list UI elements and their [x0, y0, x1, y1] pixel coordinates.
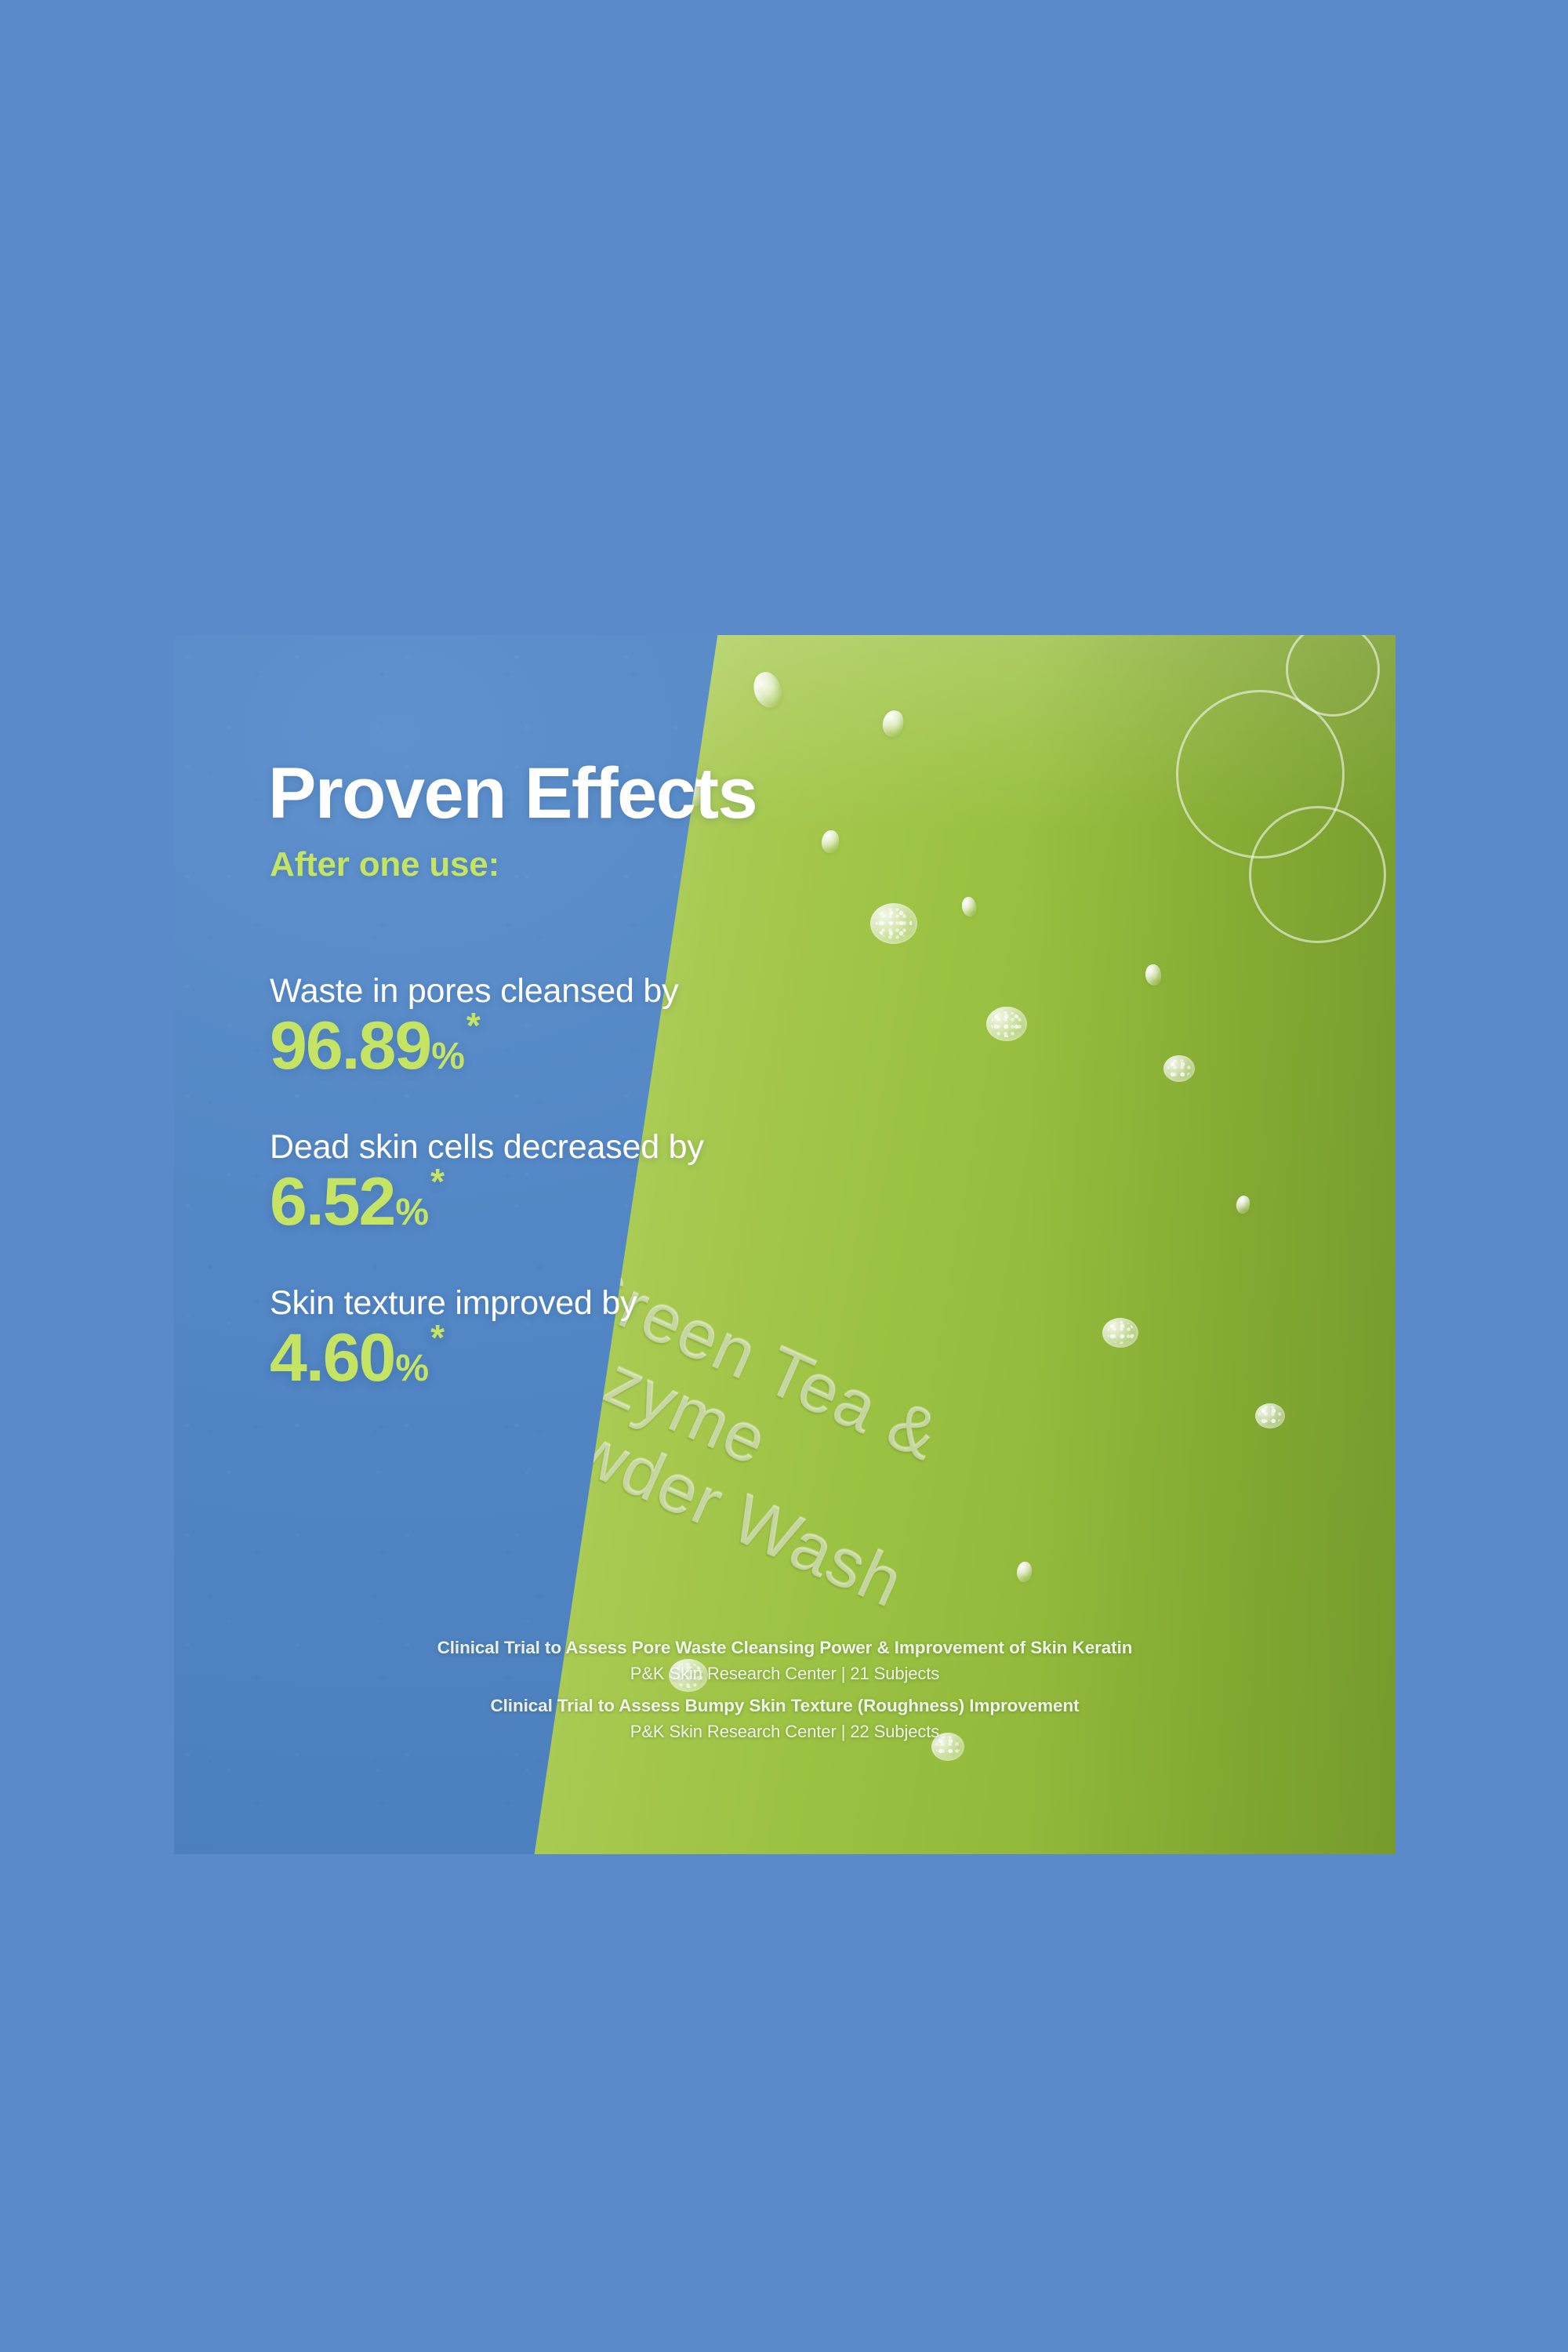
stat-unit: %	[395, 1192, 430, 1233]
foam-bubble-cluster	[1254, 1403, 1285, 1428]
stat-item: Skin texture improved by 4.60 % *	[270, 1284, 1054, 1392]
footnote-title: Clinical Trial to Assess Bumpy Skin Text…	[490, 1696, 1080, 1716]
stat-unit: %	[431, 1036, 465, 1077]
stat-unit: %	[395, 1348, 430, 1389]
stat-number: 96.89	[270, 1008, 432, 1083]
stat-footnote-marker: *	[430, 1161, 445, 1202]
stat-value: 96.89 % *	[270, 1007, 1054, 1083]
footnote-source: P&K Skin Research Center | 22 Subjects	[630, 1722, 940, 1742]
footnote-source: P&K Skin Research Center | 21 Subjects	[630, 1663, 940, 1683]
subtitle: After one use:	[270, 845, 500, 884]
stat-item: Waste in pores cleansed by 96.89 % *	[270, 972, 1054, 1080]
page-title: Proven Effects	[268, 753, 758, 833]
stat-value: 4.60 % *	[270, 1319, 1054, 1396]
stat-footnote-marker: *	[466, 1005, 481, 1046]
stat-number: 6.52	[270, 1164, 396, 1240]
footnotes: Clinical Trial to Assess Pore Waste Clea…	[174, 1635, 1396, 1752]
stat-footnote-marker: *	[430, 1317, 445, 1358]
label-ring-lower	[1249, 805, 1387, 943]
stat-label: Dead skin cells decreased by	[270, 1128, 704, 1166]
footnote-title: Clinical Trial to Assess Pore Waste Clea…	[437, 1637, 1133, 1657]
footnote-item: Clinical Trial to Assess Bumpy Skin Text…	[174, 1693, 1396, 1744]
proven-effects-card: Green Tea & Enzyme Powder Wash Proven Ef…	[174, 635, 1396, 1854]
stat-item: Dead skin cells decreased by 6.52 % *	[270, 1128, 1054, 1236]
stats-list: Waste in pores cleansed by 96.89 % * Dea…	[270, 972, 1054, 1440]
stat-value: 6.52 % *	[270, 1163, 1054, 1240]
stat-label: Waste in pores cleansed by	[270, 972, 679, 1010]
stat-label: Skin texture improved by	[270, 1284, 637, 1322]
footnote-item: Clinical Trial to Assess Pore Waste Clea…	[174, 1635, 1396, 1686]
foam-bubble-cluster	[1102, 1317, 1139, 1348]
stat-number: 4.60	[270, 1320, 396, 1396]
